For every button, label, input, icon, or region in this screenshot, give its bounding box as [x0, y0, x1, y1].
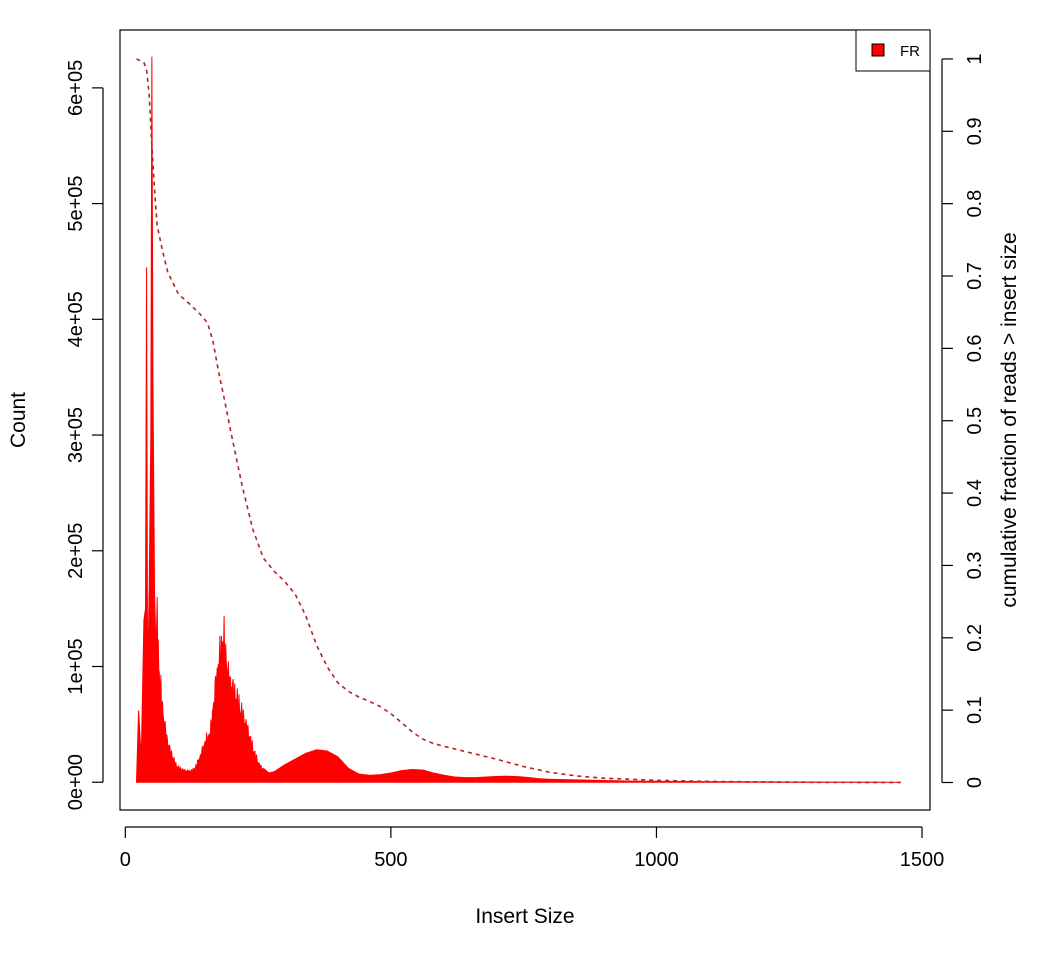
y2-tick-label: 0.7 — [964, 262, 986, 290]
y2-tick-label: 0.9 — [964, 117, 986, 145]
y-tick-label: 6e+05 — [65, 60, 87, 116]
y2-tick-label: 1 — [964, 53, 986, 64]
y-tick-label: 3e+05 — [65, 407, 87, 463]
y-axis-title: Count — [7, 392, 30, 448]
x-axis-title: Insert Size — [475, 905, 574, 928]
y2-axis-title: cumulative fraction of reads > insert si… — [998, 232, 1021, 607]
legend-box — [855, 29, 931, 72]
x-tick-label: 1000 — [634, 849, 679, 871]
y-tick-label: 1e+05 — [65, 638, 87, 694]
y-tick-label: 2e+05 — [65, 523, 87, 579]
axes-layer: 0 500 1000 1500 0e+00 1e+05 2e+05 3e+05 4e+05 5e+… — [65, 53, 986, 871]
y2-tick-label: 0.2 — [964, 624, 986, 652]
plot-layer — [135, 56, 901, 784]
x-tick-label: 0 — [120, 849, 131, 871]
x-tick-label: 500 — [374, 849, 407, 871]
y2-tick-label: 0.3 — [964, 552, 986, 580]
y2-tick-label: 0.8 — [964, 190, 986, 218]
y2-tick-label: 0.5 — [964, 407, 986, 435]
plot-frame — [119, 29, 931, 811]
legend-swatch-fr — [871, 43, 885, 57]
y-tick-label: 0e+00 — [65, 754, 87, 810]
x-tick-label: 1500 — [900, 849, 945, 871]
histogram-fr — [135, 56, 901, 783]
y-tick-label: 4e+05 — [65, 291, 87, 347]
cumulative-line — [136, 58, 901, 784]
y2-tick-label: 0.6 — [964, 334, 986, 362]
y2-tick-label: 0.4 — [964, 479, 986, 507]
y2-tick-label: 0 — [964, 777, 986, 788]
y2-tick-label: 0.1 — [964, 696, 986, 724]
legend: FR — [855, 29, 931, 72]
y-tick-label: 5e+05 — [65, 176, 87, 232]
legend-label-fr: FR — [900, 43, 920, 60]
